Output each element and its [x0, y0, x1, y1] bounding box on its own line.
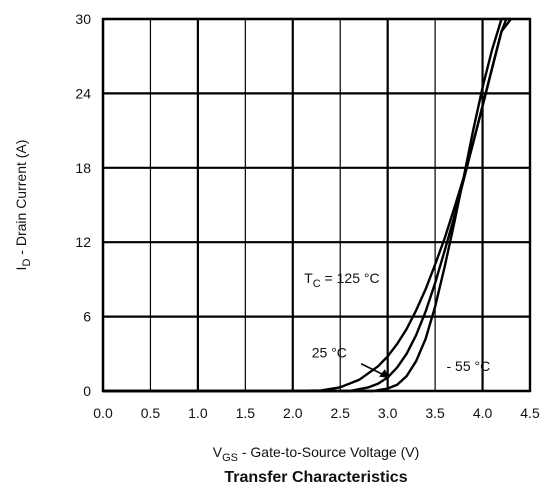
y-tick-label: 24 [75, 85, 91, 101]
tick-labels: 0.0 0.5 1.0 1.5 2.0 2.5 3.0 3.5 4.0 4.5 0 6 12 18 24 30 [75, 11, 540, 421]
x-axis-label: VGS - Gate-to-Source Voltage (V) [213, 444, 420, 464]
x-tick-label: 2.0 [283, 405, 303, 421]
x-tick-label: 1.0 [188, 405, 208, 421]
x-tick-label: 4.5 [520, 405, 540, 421]
x-tick-label: 3.0 [378, 405, 398, 421]
y-axis-label: ID - Drain Current (A) [13, 140, 33, 271]
y-tick-label: 12 [75, 234, 91, 250]
y-tick-label: 6 [83, 309, 91, 325]
y-tick-label: 30 [75, 11, 91, 27]
axes [101, 17, 532, 393]
x-tick-label: 0.5 [141, 405, 161, 421]
series-lines [103, 17, 512, 393]
y-tick-label: 0 [83, 383, 91, 399]
plot-frame [101, 17, 532, 393]
x-tick-label: 2.5 [330, 405, 350, 421]
annotation-minus55: - 55 °C [446, 358, 490, 374]
x-tick-label: 4.0 [473, 405, 493, 421]
annotation-25: 25 °C [312, 345, 347, 361]
series-line-2 [103, 18, 512, 393]
series-line-3 [103, 17, 511, 393]
plot-area [103, 19, 530, 391]
x-tick-label: 3.5 [425, 405, 445, 421]
x-tick-label: 0.0 [93, 405, 113, 421]
annotation-tc-125: TC = 125 °C [304, 270, 379, 290]
annotations: TC = 125 °C 25 °C - 55 °C [304, 270, 490, 378]
annotation-arrowhead [379, 369, 390, 378]
chart-title: Transfer Characteristics [224, 469, 407, 486]
y-tick-label: 18 [75, 160, 91, 176]
x-tick-label: 1.5 [236, 405, 256, 421]
